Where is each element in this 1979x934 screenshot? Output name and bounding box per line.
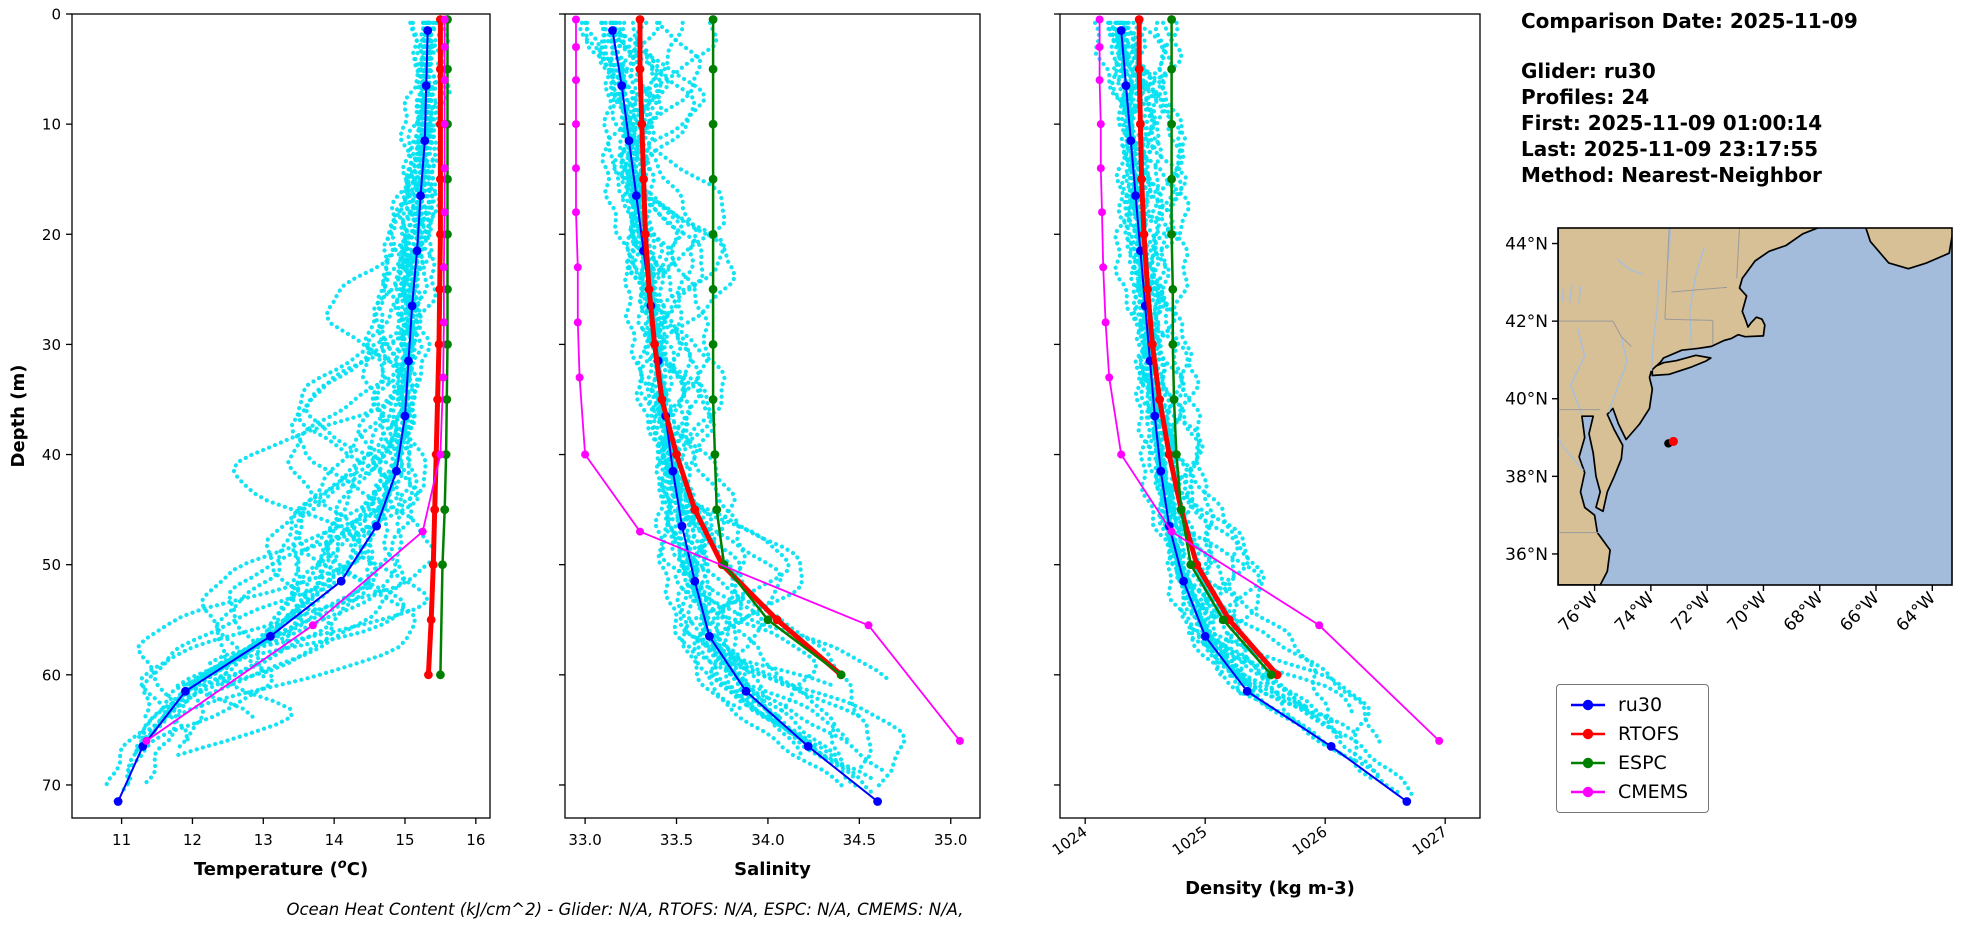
map-river xyxy=(1607,336,1628,413)
legend-line-marker-icon xyxy=(1571,728,1605,740)
svg-text:35.0: 35.0 xyxy=(934,831,967,849)
svg-text:50: 50 xyxy=(42,556,61,574)
glider-position-marker xyxy=(1664,436,1678,448)
map-state-border xyxy=(1736,228,1740,279)
map-river xyxy=(1616,258,1643,276)
map-state-border xyxy=(1664,318,1713,321)
svg-text:72°W: 72°W xyxy=(1667,588,1714,635)
svg-text:1026: 1026 xyxy=(1289,823,1331,860)
svg-text:20: 20 xyxy=(42,226,61,244)
map-river xyxy=(1688,247,1706,349)
svg-text:Salinity: Salinity xyxy=(734,859,811,880)
salinity-scatter-cloud xyxy=(577,20,908,796)
info-panel: Comparison Date: 2025-11-09 Glider: ru30… xyxy=(1521,8,1858,188)
svg-text:Temperature (oC): Temperature (oC) xyxy=(194,857,368,880)
svg-text:40: 40 xyxy=(42,446,61,464)
svg-text:16: 16 xyxy=(466,831,485,849)
legend-line-marker-icon xyxy=(1571,699,1605,711)
svg-text:33.0: 33.0 xyxy=(568,831,601,849)
svg-text:11: 11 xyxy=(112,831,131,849)
svg-text:13: 13 xyxy=(254,831,273,849)
legend-label: ESPC xyxy=(1618,752,1667,774)
svg-text:64°W: 64°W xyxy=(1892,588,1939,635)
svg-text:15: 15 xyxy=(395,831,414,849)
svg-text:34.0: 34.0 xyxy=(751,831,784,849)
density-series-ru30 xyxy=(1116,26,1412,806)
map-river xyxy=(1561,288,1565,302)
svg-text:1025: 1025 xyxy=(1169,823,1211,860)
glider-text: Glider: ru30 xyxy=(1521,59,1656,83)
svg-text:66°W: 66°W xyxy=(1836,588,1883,635)
method-text: Method: Nearest-Neighbor xyxy=(1521,163,1822,187)
map-river xyxy=(1568,284,1573,304)
legend-label: ru30 xyxy=(1618,694,1663,716)
map-river xyxy=(1650,280,1660,371)
temperature-series-CMEMS xyxy=(142,15,449,745)
map-nova-scotia xyxy=(1864,228,1952,270)
map-river xyxy=(1558,437,1584,471)
legend-line-marker-icon xyxy=(1571,786,1605,798)
svg-text:44°N: 44°N xyxy=(1505,235,1548,255)
svg-text:12: 12 xyxy=(183,831,202,849)
svg-text:1024: 1024 xyxy=(1049,823,1091,860)
legend-item-cmems: CMEMS xyxy=(1569,781,1688,803)
density-panel: 1024 1025 1026 1027 Density (kg m-3) xyxy=(1049,13,1481,899)
map-mainland xyxy=(1558,228,1820,585)
svg-text:70: 70 xyxy=(42,776,61,794)
svg-text:70°W: 70°W xyxy=(1724,588,1771,635)
legend-label: CMEMS xyxy=(1618,781,1689,803)
svg-text:10: 10 xyxy=(42,116,61,134)
map-river xyxy=(1569,328,1586,415)
svg-text:30: 30 xyxy=(42,336,61,354)
salinity-series-CMEMS xyxy=(572,15,964,745)
ocean-heat-content-caption: Ocean Heat Content (kJ/cm^2) - Glider: N… xyxy=(286,900,964,919)
legend-label: RTOFS xyxy=(1618,723,1680,745)
profiles-text: Profiles: 24 xyxy=(1521,85,1650,109)
density-series-ESPC xyxy=(1167,15,1276,680)
map-state-border xyxy=(1612,320,1632,347)
svg-text:60: 60 xyxy=(42,666,61,684)
map-river xyxy=(1578,286,1582,304)
map-panel: 44°N 42°N 40°N 38°N 36°N 76°W 74°W 72°W 70°W 68°W… xyxy=(1505,227,1953,636)
svg-text:40°N: 40°N xyxy=(1505,390,1548,410)
temperature-series-ru30 xyxy=(113,26,433,806)
svg-text:0: 0 xyxy=(51,6,61,24)
svg-text:Density (kg m-3): Density (kg m-3) xyxy=(1185,878,1355,899)
svg-text:Depth (m): Depth (m) xyxy=(8,365,29,468)
svg-text:68°W: 68°W xyxy=(1780,588,1827,635)
svg-text:74°W: 74°W xyxy=(1611,588,1658,635)
temperature-axes: 11 12 13 14 15 16 0 10 20 30 40 50 60 70 xyxy=(42,6,485,850)
last-time-text: Last: 2025-11-09 23:17:55 xyxy=(1521,137,1819,161)
map-state-border xyxy=(1671,286,1727,293)
svg-text:34.5: 34.5 xyxy=(843,831,876,849)
salinity-series-ESPC xyxy=(708,15,846,680)
svg-text:1027: 1027 xyxy=(1409,823,1451,860)
map-state-border xyxy=(1664,228,1670,320)
map-long-island xyxy=(1651,354,1712,377)
legend-box: ru30 RTOFS ESPC CMEMS xyxy=(1556,684,1710,813)
svg-text:36°N: 36°N xyxy=(1505,545,1548,565)
legend-item-rtofs: RTOFS xyxy=(1569,723,1688,745)
density-series-CMEMS xyxy=(1095,15,1444,745)
info-gap xyxy=(1521,34,1858,58)
legend-line-marker-icon xyxy=(1571,757,1605,769)
temperature-panel: 11 12 13 14 15 16 0 10 20 30 40 50 60 70 Temperature (… xyxy=(8,6,491,880)
svg-text:76°W: 76°W xyxy=(1555,588,1602,635)
svg-text:14: 14 xyxy=(325,831,344,849)
legend-item-espc: ESPC xyxy=(1569,752,1688,774)
map-river xyxy=(1667,228,1672,262)
salinity-panel: 33.0 33.5 34.0 34.5 35.0 Salinity xyxy=(559,13,981,880)
svg-text:33.5: 33.5 xyxy=(660,831,693,849)
svg-text:38°N: 38°N xyxy=(1505,467,1548,487)
comparison-date-text: Comparison Date: 2025-11-09 xyxy=(1521,9,1858,33)
salinity-axes: 33.0 33.5 34.0 34.5 35.0 xyxy=(559,13,967,849)
legend-item-ru30: ru30 xyxy=(1569,694,1688,716)
svg-text:42°N: 42°N xyxy=(1505,312,1548,332)
first-time-text: First: 2025-11-09 01:00:14 xyxy=(1521,111,1823,135)
